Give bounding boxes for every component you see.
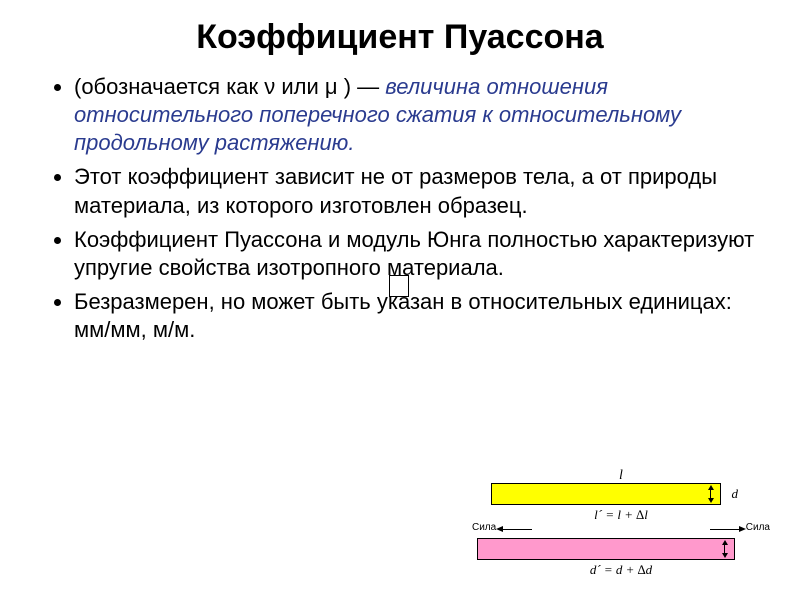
bar-stretched [477, 538, 735, 560]
thickness-formula: d´ = d + ∆d [476, 562, 766, 578]
bar-stretched-wrap [476, 538, 766, 560]
bullet-item-3: Коэффициент Пуассона и модуль Юнга полно… [74, 226, 760, 282]
force-arrow-right [710, 529, 740, 530]
thickness-label-d: d [732, 486, 739, 502]
force-label-left: Сила [472, 522, 496, 533]
bullet-item-1: (обозначается как ν или μ ) — величина о… [74, 73, 760, 157]
length-formula: l´ = l + ∆l [476, 507, 766, 523]
force-row: Сила Сила [476, 524, 766, 538]
thickness-arrow-d2 [720, 540, 730, 558]
poisson-diagram: l d l´ = l + ∆l Сила Сила d´ = d + ∆d [476, 469, 766, 578]
bullet-item-2: Этот коэффициент зависит не от размеров … [74, 163, 760, 219]
thickness-arrow-d [706, 485, 716, 503]
bullet-list: (обозначается как ν или μ ) — величина о… [74, 73, 760, 344]
force-arrow-left [502, 529, 532, 530]
bar-original: d [491, 483, 721, 505]
length-label-l: l [476, 469, 766, 483]
missing-glyph-box [389, 275, 409, 297]
bullet-item-4: Безразмерен, но может быть указан в отно… [74, 288, 760, 344]
slide-title: Коэффициент Пуассона [40, 18, 760, 57]
bar-original-wrap: d [476, 483, 766, 505]
force-label-right: Сила [746, 522, 770, 533]
bullet-1-prefix: (обозначается как ν или μ ) — [74, 74, 385, 99]
